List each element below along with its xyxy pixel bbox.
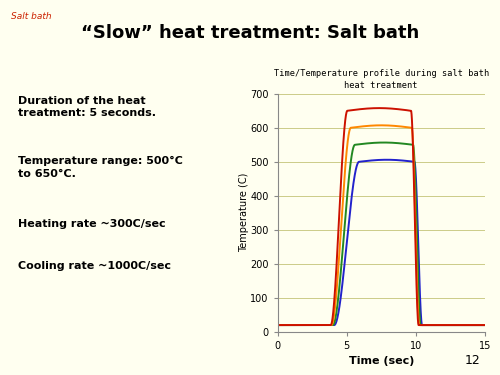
Text: 12: 12: [464, 354, 480, 367]
Text: Duration of the heat
treatment: 5 seconds.: Duration of the heat treatment: 5 second…: [18, 96, 156, 118]
Text: Cooling rate ~1000C/sec: Cooling rate ~1000C/sec: [18, 261, 171, 271]
Title: Time/Temperature profile during salt bath
heat treatment: Time/Temperature profile during salt bat…: [274, 69, 489, 90]
Y-axis label: Temperature (C): Temperature (C): [238, 173, 248, 252]
Text: Salt bath: Salt bath: [11, 12, 51, 21]
X-axis label: Time (sec): Time (sec): [348, 357, 414, 366]
Text: Heating rate ~300C/sec: Heating rate ~300C/sec: [18, 219, 165, 230]
Text: Temperature range: 500°C
to 650°C.: Temperature range: 500°C to 650°C.: [18, 156, 182, 178]
Text: “Slow” heat treatment: Salt bath: “Slow” heat treatment: Salt bath: [81, 24, 419, 42]
